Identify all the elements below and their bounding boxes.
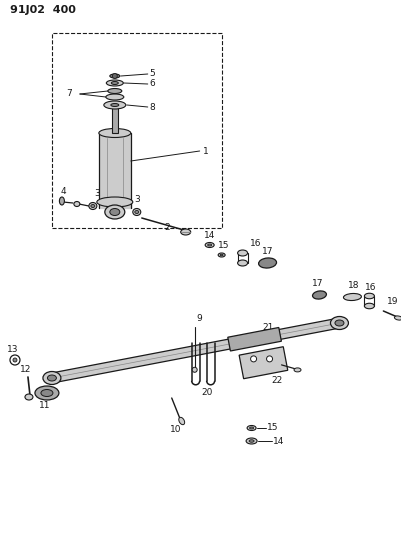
Ellipse shape [237, 260, 247, 266]
Text: 21: 21 [262, 323, 273, 332]
Ellipse shape [205, 243, 214, 247]
Ellipse shape [132, 208, 140, 215]
Polygon shape [51, 318, 340, 383]
Ellipse shape [178, 417, 184, 425]
Ellipse shape [342, 294, 360, 301]
Ellipse shape [105, 205, 124, 219]
Text: 10: 10 [170, 425, 181, 434]
Bar [99, 133, 130, 208]
Text: 3: 3 [94, 190, 99, 198]
Ellipse shape [258, 258, 276, 268]
Text: 19: 19 [387, 297, 398, 306]
Polygon shape [227, 327, 281, 351]
Circle shape [13, 358, 17, 362]
Ellipse shape [111, 82, 118, 85]
Ellipse shape [134, 211, 138, 214]
Ellipse shape [363, 303, 373, 309]
Ellipse shape [107, 88, 122, 93]
Ellipse shape [312, 291, 326, 299]
Ellipse shape [43, 372, 61, 384]
Ellipse shape [330, 317, 348, 329]
Text: 14: 14 [203, 230, 215, 239]
Ellipse shape [109, 208, 119, 215]
Ellipse shape [109, 74, 119, 78]
Circle shape [112, 74, 117, 78]
Text: 17: 17 [311, 279, 322, 287]
Text: 5: 5 [150, 69, 155, 78]
Ellipse shape [220, 254, 223, 256]
Ellipse shape [103, 101, 126, 109]
Ellipse shape [59, 197, 64, 205]
Text: 20: 20 [200, 388, 212, 397]
Text: 8: 8 [150, 102, 155, 111]
Text: 14: 14 [272, 437, 283, 446]
Ellipse shape [237, 250, 247, 256]
Text: 4: 4 [61, 188, 66, 197]
Ellipse shape [25, 394, 33, 400]
Text: 2: 2 [164, 223, 170, 232]
Ellipse shape [106, 80, 123, 86]
Polygon shape [239, 346, 287, 379]
Ellipse shape [180, 229, 190, 235]
Bar [52, 33, 221, 228]
Text: 6: 6 [150, 79, 155, 88]
Ellipse shape [97, 197, 132, 207]
Ellipse shape [293, 368, 300, 372]
Ellipse shape [334, 320, 343, 326]
Circle shape [192, 367, 196, 372]
Ellipse shape [245, 438, 257, 444]
Circle shape [250, 356, 256, 362]
Text: 16: 16 [249, 239, 260, 248]
Ellipse shape [249, 427, 253, 429]
Text: 9: 9 [196, 314, 202, 324]
Text: 1: 1 [202, 147, 208, 156]
Text: 18: 18 [348, 281, 359, 290]
Ellipse shape [218, 253, 225, 257]
Ellipse shape [41, 390, 53, 397]
Ellipse shape [363, 293, 373, 299]
Bar [111, 105, 117, 133]
Text: 15: 15 [217, 241, 229, 251]
Ellipse shape [89, 203, 97, 209]
Ellipse shape [91, 205, 95, 207]
Ellipse shape [393, 316, 401, 320]
Text: 22: 22 [271, 376, 282, 385]
Ellipse shape [47, 375, 56, 381]
Text: 7: 7 [66, 90, 72, 99]
Ellipse shape [74, 201, 80, 206]
Ellipse shape [105, 94, 124, 100]
Circle shape [266, 356, 272, 362]
Text: 17: 17 [261, 246, 273, 255]
Ellipse shape [249, 440, 253, 442]
Text: 13: 13 [7, 345, 19, 354]
Ellipse shape [111, 103, 119, 107]
Circle shape [10, 355, 20, 365]
Text: 11: 11 [39, 400, 51, 409]
Text: 15: 15 [266, 424, 277, 432]
Text: 3: 3 [134, 195, 139, 204]
Text: 12: 12 [20, 365, 32, 374]
Ellipse shape [99, 128, 130, 138]
Text: 16: 16 [365, 282, 376, 292]
Ellipse shape [247, 425, 255, 431]
Ellipse shape [35, 386, 59, 400]
Ellipse shape [207, 244, 211, 246]
Text: 91J02  400: 91J02 400 [10, 5, 76, 15]
